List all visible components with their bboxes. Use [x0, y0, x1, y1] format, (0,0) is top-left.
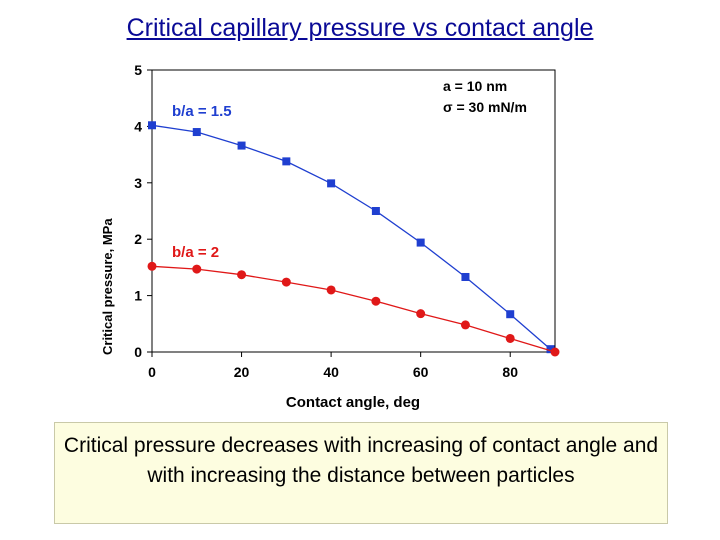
- y-tick-label-3: 3: [134, 175, 142, 191]
- series-1-point-7: [460, 320, 470, 330]
- x-ticks: 0 20 40 60 80: [148, 352, 518, 380]
- x-tick-label-4: 80: [502, 364, 518, 380]
- series-1-point-4: [326, 285, 336, 295]
- y-tick-label-0: 0: [134, 344, 142, 360]
- x-axis-label: Contact angle, deg: [286, 394, 420, 411]
- series-0-point-5: [371, 207, 380, 215]
- series-1-point-5: [371, 296, 381, 306]
- x-tick-label-0: 0: [148, 364, 156, 380]
- caption-box: Critical pressure decreases with increas…: [54, 422, 668, 524]
- series-line-1: [151, 265, 556, 353]
- series-0-point-6: [416, 238, 425, 247]
- chart: 0 1 2 3 4 5 0 20 40 60 80 b/a = 1.5 b/a = 2 a = 1…: [100, 62, 560, 411]
- series-0-point-1: [192, 128, 201, 137]
- series-0-point-2: [237, 141, 246, 150]
- series-1-point-1: [192, 264, 202, 274]
- y-tick-label-5: 5: [134, 62, 142, 78]
- series-layer: [147, 121, 560, 357]
- x-tick-label-1: 20: [234, 364, 250, 380]
- series-1-point-0: [147, 261, 157, 271]
- series-0-point-9: [546, 345, 555, 354]
- plot-area: [151, 69, 556, 353]
- x-tick-label-3: 60: [413, 364, 429, 380]
- series-1-point-8: [505, 333, 515, 343]
- series-1-point-6: [416, 309, 426, 319]
- y-tick-label-1: 1: [134, 288, 142, 304]
- series-1-point-3: [281, 277, 291, 287]
- y-tick-label-2: 2: [134, 231, 142, 247]
- series-1-point-9: [550, 347, 560, 357]
- caption-text: Critical pressure decreases with increas…: [63, 434, 659, 487]
- series-line-0: [151, 124, 551, 350]
- x-tick-label-2: 40: [323, 364, 339, 380]
- series-0-point-0: [148, 121, 156, 130]
- series-1-point-2: [237, 270, 247, 280]
- page-title: Critical capillary pressure vs contact a…: [126, 14, 594, 42]
- series-0-point-3: [282, 157, 291, 166]
- param-sigma: σ = 30 mN/m: [443, 99, 527, 115]
- y-tick-label-4: 4: [134, 118, 142, 134]
- y-axis-label: Critical pressure, MPa: [100, 218, 115, 355]
- series-0-point-4: [327, 179, 336, 188]
- series-0-point-8: [506, 310, 515, 319]
- series-label-b-a-1-5: b/a = 1.5: [172, 103, 232, 120]
- series-label-b-a-2: b/a = 2: [172, 244, 219, 261]
- y-ticks: 0 1 2 3 4 5: [134, 62, 152, 360]
- param-a: a = 10 nm: [443, 78, 507, 94]
- series-0-point-7: [461, 272, 470, 281]
